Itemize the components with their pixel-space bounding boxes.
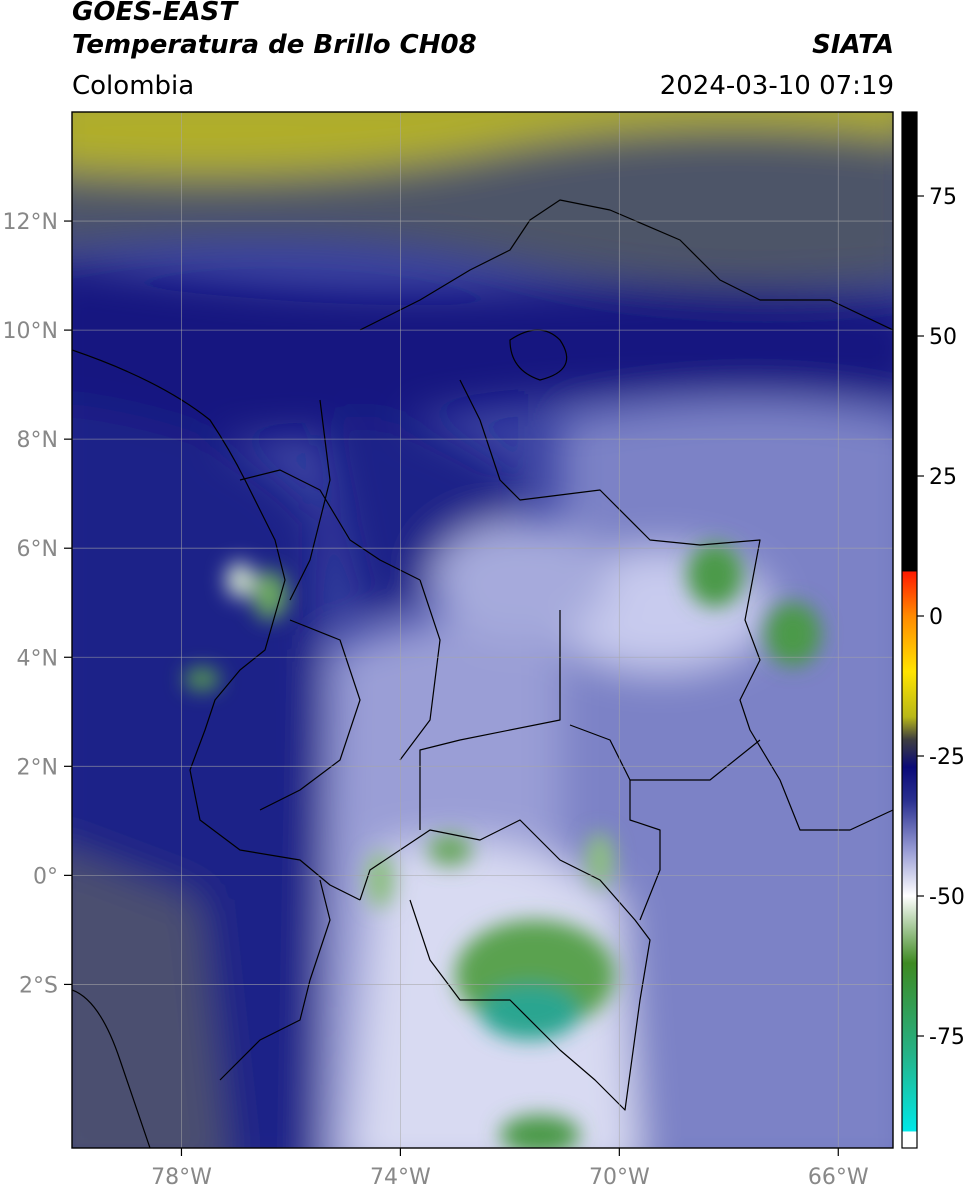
country-borders — [72, 199, 893, 1148]
colorbar-tick-label: -25 — [929, 745, 965, 770]
colorbar-tick-label: -75 — [929, 1025, 965, 1050]
lon-tick-label: 78°W — [151, 1165, 212, 1190]
product-title: Temperatura de Brillo CH08 — [72, 30, 477, 60]
lat-tick-label: 2°N — [17, 755, 58, 780]
lon-tick-label: 70°W — [589, 1165, 650, 1190]
colorbar — [901, 111, 918, 1149]
lon-tick-label: 74°W — [370, 1165, 431, 1190]
satellite-title: GOES-EAST — [72, 0, 238, 27]
colorbar-tick-label: 50 — [929, 325, 957, 350]
region-label: Colombia — [72, 71, 195, 101]
brightness-temperature-field — [72, 112, 893, 1148]
colorbar-tick-label: 75 — [929, 185, 957, 210]
lat-tick-label: 12°N — [3, 210, 58, 235]
lat-tick-label: 6°N — [17, 537, 58, 562]
colorbar-tick-label: 25 — [929, 465, 957, 490]
lat-tick-label: 2°S — [19, 973, 58, 998]
colorbar-tick-label: -50 — [929, 885, 965, 910]
lat-tick-label: 0° — [33, 864, 58, 889]
lat-tick-label: 8°N — [17, 428, 58, 453]
lon-tick-label: 66°W — [808, 1165, 869, 1190]
graticule — [72, 112, 893, 1148]
colorbar-ticks: 75 50 25 0 -25 -50 -75 — [917, 185, 965, 1050]
lat-tick-label: 4°N — [17, 646, 58, 671]
map-axes: 78°W 74°W 70°W 66°W 12°N 10°N 8°N 6°N 4°N 2°N 0° 2°… — [3, 210, 869, 1190]
lat-tick-label: 10°N — [3, 319, 58, 344]
timestamp-label: 2024-03-10 07:19 — [659, 71, 894, 101]
colorbar-tick-label: 0 — [929, 605, 943, 630]
map-frame — [71, 111, 894, 1149]
brand-label: SIATA — [812, 30, 894, 60]
